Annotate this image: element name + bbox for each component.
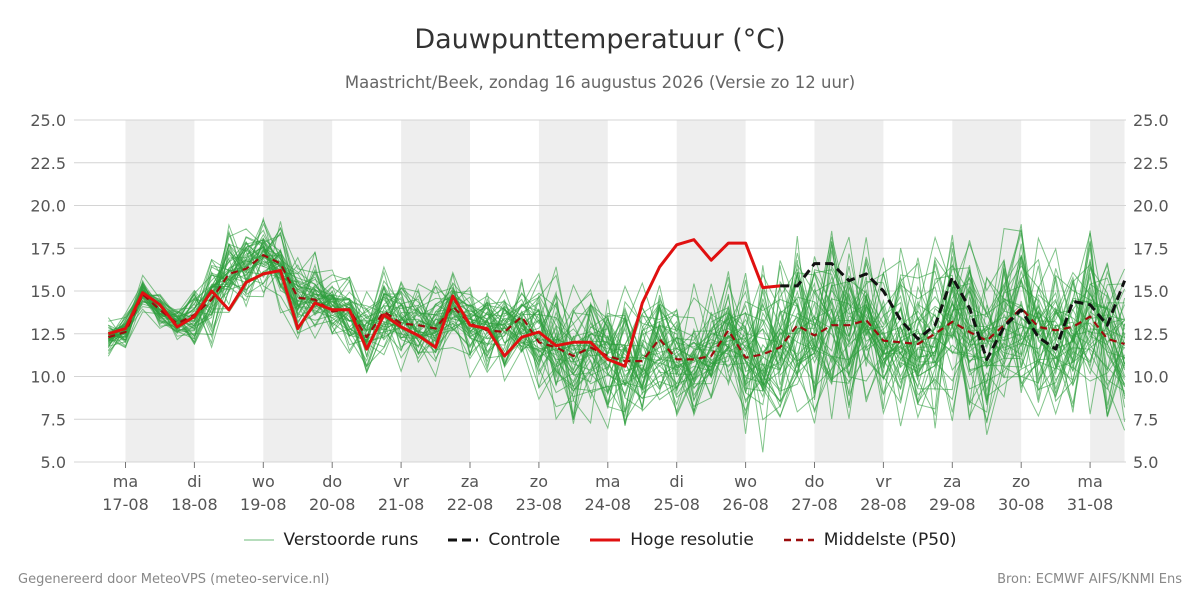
legend-label-controle: Controle (488, 530, 561, 550)
ensemble-run-46 (108, 242, 1126, 415)
y-tick-label-left: 5.0 (41, 453, 66, 472)
x-tick-day-8: di (669, 472, 684, 491)
y-tick-label-right: 20.0 (1133, 197, 1169, 216)
y-tick-label-left: 25.0 (30, 111, 66, 130)
x-tick-date-1: 18-08 (171, 495, 218, 514)
y-tick-label-left: 7.5 (41, 410, 66, 429)
legend-swatch-hoge-resolutie (590, 538, 621, 542)
x-tick-day-14: ma (1077, 472, 1102, 491)
x-tick-day-3: do (322, 472, 342, 491)
x-tick-date-13: 30-08 (998, 495, 1045, 514)
y-tick-label-right: 25.0 (1133, 111, 1169, 130)
y-tick-label-right: 15.0 (1133, 282, 1169, 301)
y-tick-label-left: 10.0 (30, 368, 66, 387)
x-tick-day-7: ma (595, 472, 620, 491)
series-line-middelste-p50- (107, 254, 1125, 363)
ensemble-run-36 (108, 236, 1126, 430)
x-tick-date-0: 17-08 (102, 495, 149, 514)
x-tick-date-3: 20-08 (309, 495, 356, 514)
legend-item-controle: Controle (448, 530, 560, 550)
y-tick-label-left: 17.5 (30, 239, 66, 258)
legend-item-p50: Middelste (P50) (783, 530, 957, 550)
y-tick-label-right: 7.5 (1133, 410, 1158, 429)
x-tick-date-2: 19-08 (240, 495, 287, 514)
footer-source: Bron: ECMWF AIFS/KNMI Ens (997, 572, 1182, 587)
x-tick-day-10: do (805, 472, 825, 491)
legend-item-hoge-resolutie: Hoge resolutie (590, 530, 754, 550)
chart-legend: Verstoorde runs Controle Hoge resolutie … (0, 530, 1200, 550)
x-tick-date-9: 26-08 (722, 495, 769, 514)
x-tick-date-7: 24-08 (585, 495, 632, 514)
x-tick-day-2: wo (252, 472, 275, 491)
y-tick-label-left: 20.0 (30, 197, 66, 216)
x-tick-day-13: zo (1012, 472, 1030, 491)
y-tick-label-right: 5.0 (1133, 453, 1158, 472)
x-tick-date-5: 22-08 (447, 495, 494, 514)
x-tick-date-6: 23-08 (516, 495, 563, 514)
x-tick-date-10: 27-08 (791, 495, 838, 514)
ensemble-run-35 (108, 219, 1126, 384)
chart-title: Dauwpunttemperatuur (°C) (414, 24, 786, 55)
x-tick-day-6: zo (530, 472, 548, 491)
y-tick-label-left: 12.5 (30, 325, 66, 344)
x-tick-day-12: za (943, 472, 961, 491)
legend-label-hoge-resolutie: Hoge resolutie (630, 530, 754, 550)
legend-swatch-p50 (783, 538, 814, 542)
y-tick-label-right: 10.0 (1133, 368, 1169, 387)
series-line-controle (780, 262, 1126, 361)
x-tick-date-4: 21-08 (378, 495, 425, 514)
legend-label-ensemble: Verstoorde runs (283, 530, 419, 550)
x-tick-date-11: 28-08 (860, 495, 907, 514)
legend-item-ensemble: Verstoorde runs (243, 530, 419, 550)
legend-label-p50: Middelste (P50) (823, 530, 957, 550)
legend-swatch-controle (448, 538, 479, 542)
x-tick-date-14: 31-08 (1067, 495, 1114, 514)
y-tick-label-left: 15.0 (30, 282, 66, 301)
chart-subtitle: Maastricht/Beek, zondag 16 augustus 2026… (344, 73, 856, 92)
x-tick-day-0: ma (113, 472, 138, 491)
x-tick-date-8: 25-08 (653, 495, 700, 514)
y-tick-label-right: 22.5 (1133, 154, 1169, 173)
x-tick-day-5: za (461, 472, 479, 491)
ensemble-run-49 (108, 233, 1126, 420)
y-tick-label-right: 17.5 (1133, 239, 1169, 258)
footer-generated-by: Gegenereerd door MeteoVPS (meteo-service… (18, 572, 330, 587)
x-tick-day-4: vr (393, 472, 409, 491)
legend-swatch-ensemble (243, 539, 274, 541)
dewpoint-chart: 5.0 5.0 7.5 7.5 10.0 10.0 12.5 12.5 15.0 15.0 17.5… (30, 111, 1169, 514)
x-tick-day-11: vr (875, 472, 891, 491)
x-tick-date-12: 29-08 (929, 495, 976, 514)
ensemble-run-47 (107, 235, 1126, 424)
y-tick-label-left: 22.5 (30, 154, 66, 173)
y-tick-label-right: 12.5 (1133, 325, 1169, 344)
x-tick-day-1: di (187, 472, 202, 491)
x-tick-day-9: wo (734, 472, 757, 491)
series-line-hoge-resolutie (107, 238, 781, 368)
